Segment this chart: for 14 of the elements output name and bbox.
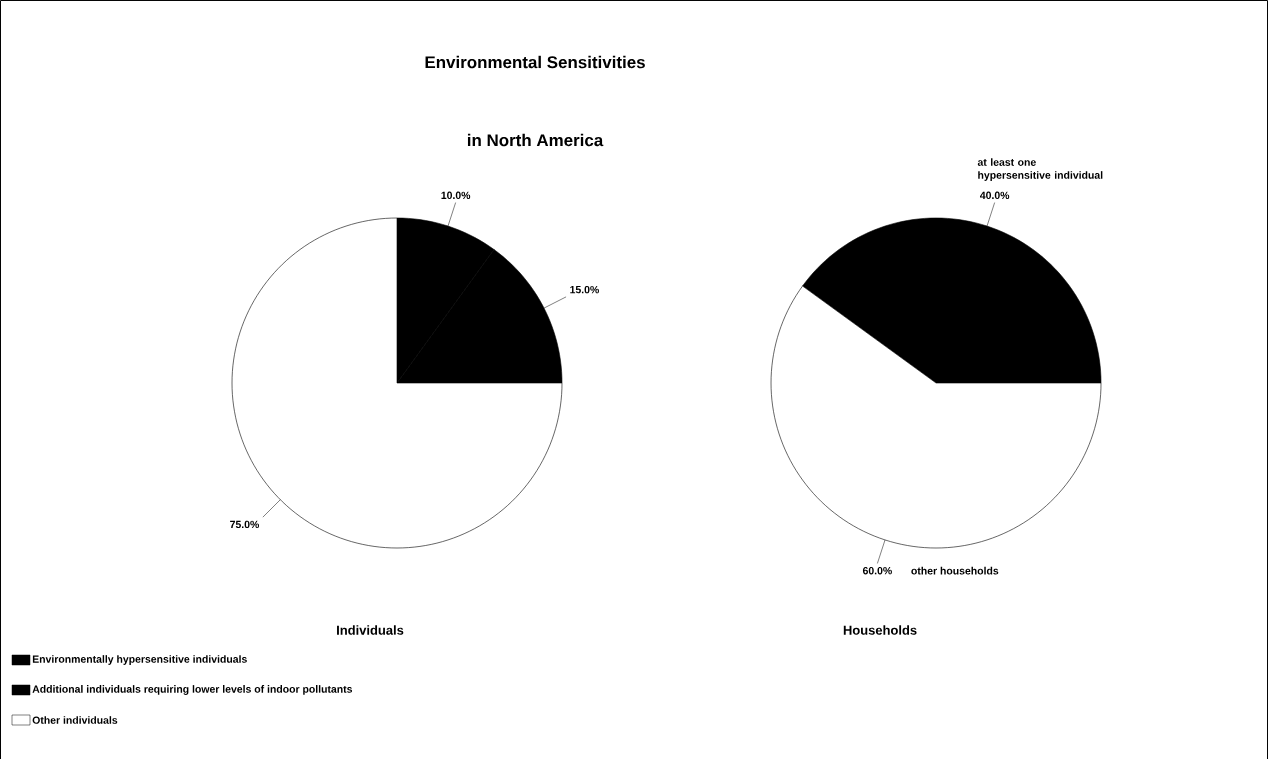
data-label: 75.0%: [230, 520, 260, 529]
data-label: 15.0%: [570, 286, 599, 294]
text: Individuals: [337, 625, 404, 636]
slice-label: at least one hypersensitive individual: [977, 158, 1103, 182]
data-label: 10.0%: [441, 191, 471, 200]
data-label: 40.0%: [979, 191, 1010, 200]
legend-label: Other individuals: [32, 716, 118, 725]
text: Households: [843, 625, 917, 636]
chart-subtitle: in North America: [467, 134, 604, 147]
chart-title: Environmental Sensitivities: [425, 56, 645, 69]
legend-label: Additional individuals requiring lower levels of indoor pollutants: [32, 685, 353, 696]
slice-label: other households: [911, 567, 999, 575]
legend-label: Environmentally hypersensitive individuals: [32, 655, 247, 666]
data-label: 60.0%: [862, 567, 892, 575]
